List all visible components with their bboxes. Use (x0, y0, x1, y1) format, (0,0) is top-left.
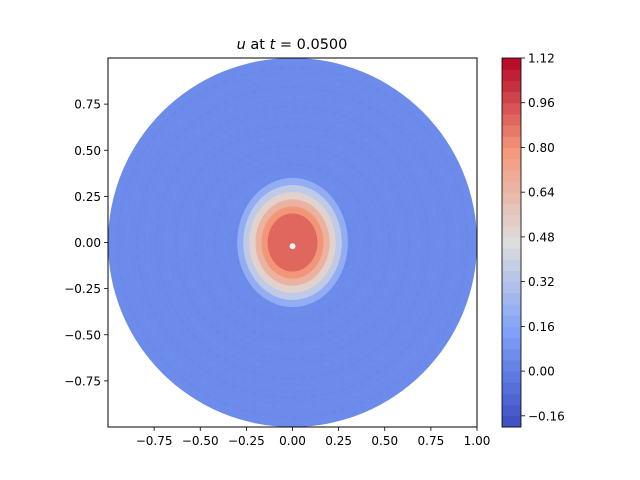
colorbar-tick-label: 0.32 (528, 275, 555, 289)
colorbar-band (502, 69, 521, 81)
colorbar-band (502, 304, 521, 316)
texture-ring (184, 134, 401, 351)
y-tick-label: 0.25 (74, 190, 101, 204)
colorbar-band (502, 382, 521, 394)
x-tick-label: 1.00 (464, 434, 491, 448)
texture-ring (165, 115, 420, 370)
x-tick-label: 0.75 (418, 434, 445, 448)
colorbar-band (502, 404, 521, 417)
colorbar-band (502, 270, 521, 283)
y-tick-label: −0.50 (64, 328, 101, 342)
texture-ring (194, 144, 391, 341)
colorbar-tick-label: 0.80 (528, 141, 555, 155)
field-layer (108, 58, 477, 427)
colorbar: 1.12 0.96 0.80 0.64 0.48 0.32 0.16 0.00 −0.16 (501, 52, 565, 428)
texture-ring (204, 154, 381, 331)
colorbar-band (502, 393, 521, 406)
title-time-variable: t (270, 37, 277, 53)
y-tick-label: −0.75 (64, 374, 101, 388)
texture-ring (174, 124, 411, 361)
x-tick-label: 0.25 (325, 434, 352, 448)
colorbar-tick-label: 0.00 (528, 365, 555, 379)
texture-ring (136, 86, 449, 399)
colorbar-tick-label: 0.16 (528, 320, 555, 334)
colorbar-band (502, 337, 521, 350)
colorbar-band (502, 315, 521, 327)
y-axis: 0.75 0.50 0.25 0.00 −0.25 −0.50 −0.75 (64, 98, 108, 388)
y-tick-label: 0.00 (74, 236, 101, 250)
colorbar-band (502, 259, 521, 271)
colorbar-band (502, 147, 521, 160)
plot-area (108, 58, 477, 427)
x-tick-label: −0.25 (228, 434, 265, 448)
x-axis: −0.75 −0.50 −0.25 0.00 0.25 0.50 0.75 1.00 (136, 427, 491, 448)
colorbar-band (502, 326, 521, 339)
colorbar-tick-label: 0.96 (528, 96, 555, 110)
colorbar-band (502, 80, 521, 93)
colorbar-band (502, 236, 521, 249)
colorbar-band (502, 292, 521, 305)
texture-ring (126, 76, 459, 409)
title-text-at: at (246, 37, 270, 53)
hot-region-contour (267, 213, 318, 272)
colorbar-band (502, 181, 521, 193)
title-variable: u (237, 37, 246, 53)
colorbar-band (502, 113, 521, 126)
x-tick-label: −0.50 (182, 434, 219, 448)
texture-ring (145, 95, 440, 390)
colorbar-band (502, 192, 521, 204)
texture-ring (116, 66, 469, 419)
colorbar-band (502, 91, 521, 104)
center-point (289, 243, 296, 250)
colorbar-band (502, 225, 521, 238)
title-time-value: = 0.0500 (275, 37, 347, 53)
colorbar-tick-label: 1.12 (528, 52, 555, 66)
texture-ring (155, 105, 430, 380)
colorbar-band (502, 248, 521, 260)
colorbar-band (502, 125, 521, 137)
colorbar-band (502, 136, 521, 148)
colorbar-band (502, 58, 521, 70)
texture-ring (223, 173, 362, 312)
colorbar-band (502, 203, 521, 216)
x-tick-label: −0.75 (136, 434, 173, 448)
y-tick-label: 0.50 (74, 144, 101, 158)
colorbar-tick-label: 0.48 (528, 230, 555, 244)
colorbar-tick-label: 0.64 (528, 186, 555, 200)
y-tick-label: −0.25 (64, 282, 101, 296)
colorbar-band (502, 214, 521, 227)
colorbar-band (502, 281, 521, 294)
colorbar-band (502, 359, 521, 372)
colorbar-band (502, 371, 521, 383)
y-tick-label: 0.75 (74, 98, 101, 112)
colorbar-tick-label: −0.16 (528, 409, 565, 423)
colorbar-band (502, 169, 521, 182)
colorbar-frame (501, 57, 522, 428)
colorbar-band (502, 415, 521, 428)
chart-title: u at t = 0.0500 (237, 37, 348, 53)
x-tick-label: 0.00 (279, 434, 306, 448)
texture-ring (213, 163, 372, 322)
colorbar-band (502, 158, 521, 171)
colorbar-band (502, 102, 521, 115)
x-tick-label: 0.50 (371, 434, 398, 448)
colorbar-band (502, 348, 521, 361)
